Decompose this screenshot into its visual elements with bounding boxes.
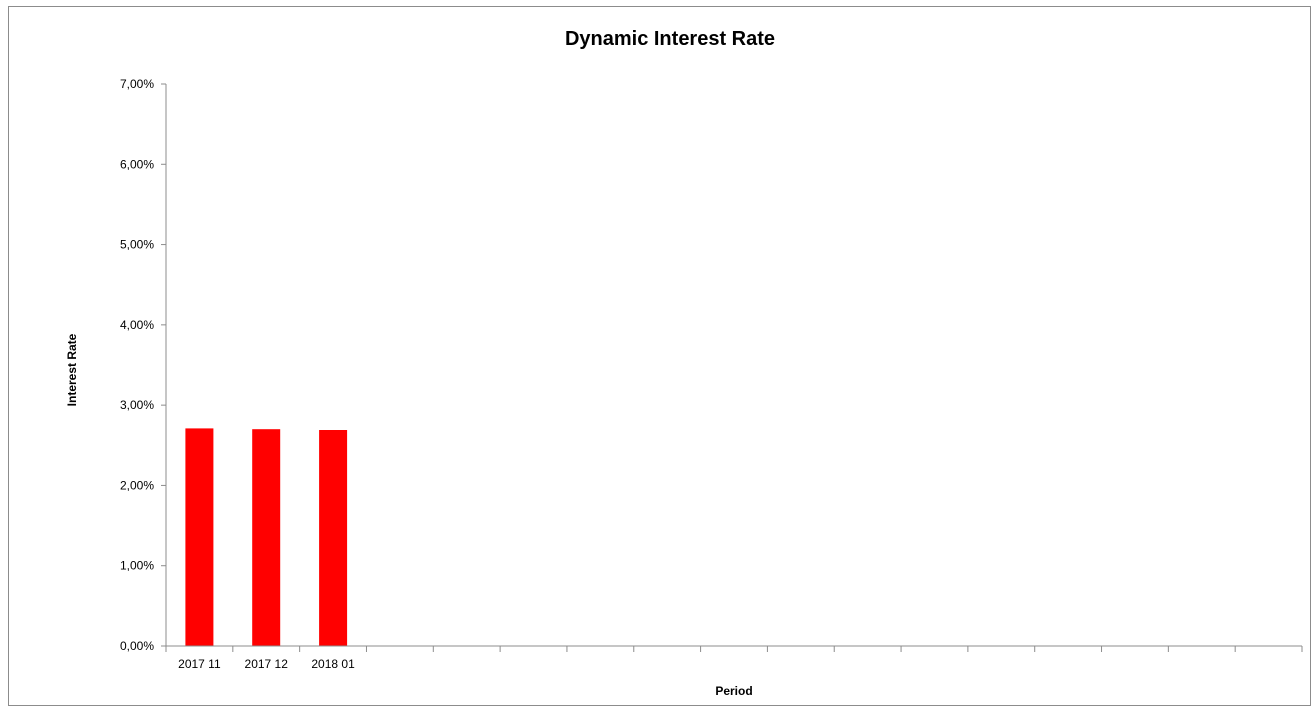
y-tick-label: 6,00%: [120, 157, 154, 171]
y-tick-label: 7,00%: [120, 77, 154, 91]
y-tick-label: 1,00%: [120, 559, 154, 573]
y-tick-label: 3,00%: [120, 398, 154, 412]
chart-title: Dynamic Interest Rate: [565, 28, 775, 50]
x-tick-label: 2017 11: [178, 657, 221, 671]
bar-3: [319, 430, 348, 646]
y-axis-title: Interest Rate: [65, 333, 79, 406]
y-tick-label: 0,00%: [120, 639, 154, 653]
y-tick-label: 2,00%: [120, 478, 154, 492]
chart-frame: [8, 6, 1311, 706]
y-tick-label: 4,00%: [120, 318, 154, 332]
x-axis-title: Period: [715, 684, 752, 698]
bar-2: [252, 429, 281, 646]
y-tick-label: 5,00%: [120, 238, 154, 252]
bar-1: [185, 428, 214, 646]
x-tick-label: 2018 01: [311, 657, 355, 671]
plot-area: 0,00% 1,00% 2,00% 3,00% 4,00% 5,00% 6,00% 7,00%…: [120, 77, 1303, 671]
x-tick-label: 2017 12: [245, 657, 289, 671]
